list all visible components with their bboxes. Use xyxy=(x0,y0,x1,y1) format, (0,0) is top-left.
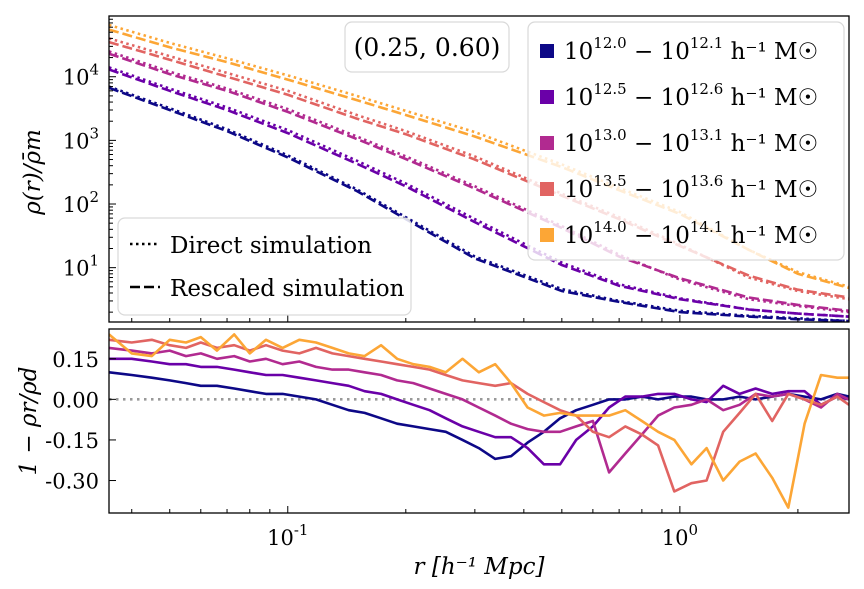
annotation-box xyxy=(344,21,510,73)
bottom-ytick-label: 0.00 xyxy=(52,388,99,412)
legend-swatch-0 xyxy=(540,44,554,58)
legend-label-1: 1012.5 − 1012.6 h⁻¹ M☉ xyxy=(564,80,818,111)
rescaled-line-3 xyxy=(109,40,849,299)
bottom-plot-frame xyxy=(108,328,850,514)
legend-swatch-2 xyxy=(540,136,554,150)
residual-line-4 xyxy=(109,333,849,509)
rescaled-line-1 xyxy=(109,68,849,318)
top-panel: 101 102 103 104 (0.25, 0.60) 1012.0 − 1012.… xyxy=(20,15,850,513)
legend-label-2: 1013.0 − 1013.1 h⁻¹ M☉ xyxy=(564,126,818,157)
bottom-ytick-label: -0.15 xyxy=(45,429,99,453)
rescaled-line-0 xyxy=(109,86,849,322)
legend-direct-label: Direct simulation xyxy=(170,233,372,259)
bottom-panel: 0.15 0.00 -0.15 -0.30 10-1 100 1 − ρr/ρd r [h… xyxy=(16,328,850,580)
xtick-label: 10-1 xyxy=(267,521,308,550)
bottom-ytick-label: -0.30 xyxy=(45,470,99,494)
residual-line-3 xyxy=(109,338,849,493)
bottom-axis-ticks: 0.15 0.00 -0.15 -0.30 10-1 100 xyxy=(45,348,698,550)
annotation-text: (0.25, 0.60) xyxy=(354,33,501,62)
series-legend: 1012.0 − 1012.1 h⁻¹ M☉ 1012.5 − 1012.6 h⁻… xyxy=(540,34,818,249)
bottom-ylabel-text: 1 − ρr/ρd xyxy=(16,366,42,475)
xlabel: r [h⁻¹ Mpc] xyxy=(414,554,545,580)
legend-label-4: 1014.0 − 1014.1 h⁻¹ M☉ xyxy=(564,218,818,249)
direct-line-0 xyxy=(109,85,849,322)
direct-line-1 xyxy=(109,66,849,318)
top-ytick-label: 104 xyxy=(63,61,99,90)
style-legend-box xyxy=(117,217,412,316)
legend-swatch-4 xyxy=(540,228,554,242)
top-ylabel: ρ(r)/ρ̄m xyxy=(20,129,46,216)
top-axis-ticks: 101 102 103 104 xyxy=(63,15,799,513)
residual-line-1 xyxy=(109,357,849,466)
top-plot-frame xyxy=(108,15,850,323)
series-legend-box xyxy=(527,21,845,261)
residual-line-0 xyxy=(109,371,849,461)
legend-label-0: 1012.0 − 1012.1 h⁻¹ M☉ xyxy=(564,34,818,65)
bottom-series-lines xyxy=(109,333,849,509)
xtick-label: 100 xyxy=(662,521,698,550)
bottom-ylabel: 1 − ρr/ρd xyxy=(16,366,42,475)
legend-label-3: 1013.5 − 1013.6 h⁻¹ M☉ xyxy=(564,172,818,203)
top-ytick-label: 101 xyxy=(63,252,99,281)
top-ytick-label: 103 xyxy=(63,124,99,153)
top-ylabel-text: ρ(r)/ρ̄m xyxy=(20,129,46,216)
residual-line-2 xyxy=(109,346,849,474)
legend-swatch-3 xyxy=(540,182,554,196)
top-ytick-label: 102 xyxy=(63,188,99,217)
bottom-ytick-label: 0.15 xyxy=(52,348,99,372)
legend-rescaled-label: Rescaled simulation xyxy=(170,276,405,302)
direct-line-3 xyxy=(109,37,849,301)
direct-line-2 xyxy=(109,50,849,314)
legend-swatch-1 xyxy=(540,90,554,104)
